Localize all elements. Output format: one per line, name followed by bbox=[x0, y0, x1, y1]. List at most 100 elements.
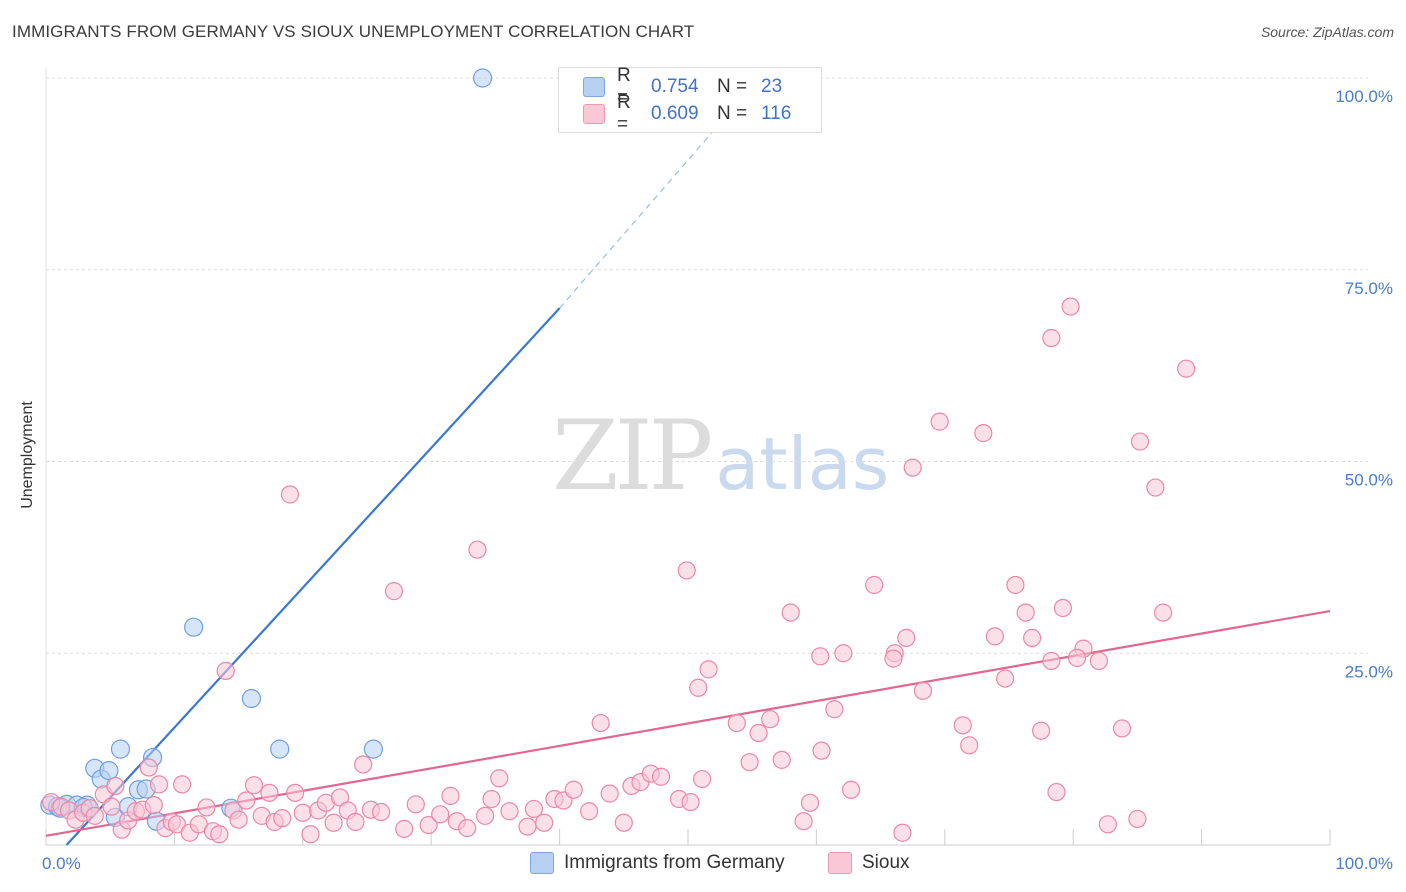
sioux-point bbox=[346, 812, 365, 832]
series-germany bbox=[40, 68, 493, 831]
sioux-point bbox=[1042, 328, 1061, 348]
legend-swatch-germany bbox=[583, 77, 605, 97]
sioux-point bbox=[144, 796, 163, 815]
legend-r-label: R = bbox=[617, 92, 631, 135]
sioux-point bbox=[1112, 719, 1132, 738]
sioux-point bbox=[229, 810, 248, 829]
legend-row-sioux: R = 0.609 N = 116 bbox=[583, 92, 792, 135]
trend-lines bbox=[45, 100, 1331, 846]
sioux-point bbox=[677, 561, 696, 580]
sioux-point bbox=[1130, 432, 1150, 451]
sioux-point bbox=[699, 660, 718, 679]
sioux-point bbox=[825, 700, 844, 719]
sioux-point bbox=[1042, 651, 1061, 671]
sioux-point bbox=[85, 806, 104, 825]
sioux-point bbox=[564, 780, 583, 799]
sioux-point bbox=[260, 783, 279, 802]
watermark-zip: ZIP bbox=[552, 400, 713, 512]
sioux-point bbox=[1128, 809, 1147, 829]
sioux-point bbox=[812, 741, 831, 760]
tick-labels: 25.0% 50.0% 75.0% 100.0% 0.0% 100.0% bbox=[42, 87, 1393, 873]
y-tick-label: 25.0% bbox=[1345, 662, 1393, 681]
sioux-point bbox=[419, 815, 438, 835]
sioux-point bbox=[1098, 815, 1117, 834]
legend-row-germany: R = 0.754 N = 23 bbox=[583, 65, 783, 108]
sioux-point bbox=[210, 825, 229, 844]
sioux-point bbox=[372, 802, 391, 822]
sioux-point bbox=[273, 809, 292, 828]
sioux-point bbox=[591, 713, 610, 733]
chart-title: IMMIGRANTS FROM GERMANY VS SIOUX UNEMPLO… bbox=[12, 22, 695, 41]
sioux-point bbox=[102, 797, 121, 816]
series-legend: Immigrants from Germany Sioux bbox=[0, 852, 1406, 878]
sioux-point bbox=[600, 784, 619, 803]
sioux-point bbox=[1153, 603, 1173, 622]
germany-point bbox=[472, 68, 493, 88]
legend-n-value: 116 bbox=[761, 103, 792, 124]
germany-point bbox=[363, 739, 384, 759]
sioux-point bbox=[1089, 651, 1108, 671]
sioux-point bbox=[431, 805, 450, 824]
sioux-point bbox=[1023, 628, 1042, 648]
legend-r-value: 0.754 bbox=[651, 76, 699, 97]
sioux-point bbox=[865, 575, 884, 595]
legend-n-label: N = bbox=[717, 103, 748, 124]
sioux-point bbox=[996, 669, 1015, 688]
sioux-point bbox=[476, 806, 495, 825]
series-legend-sioux[interactable]: Sioux bbox=[828, 852, 910, 874]
sioux-point bbox=[903, 458, 922, 477]
series-swatch-germany bbox=[530, 852, 554, 874]
x-axis bbox=[45, 68, 1331, 846]
sioux-point bbox=[216, 661, 235, 680]
series-label-germany: Immigrants from Germany bbox=[564, 852, 785, 873]
source-label: Source: ZipAtlas.com bbox=[1260, 24, 1394, 40]
sioux-point bbox=[354, 755, 373, 774]
germany-point bbox=[241, 688, 262, 709]
y-tick-label: 75.0% bbox=[1345, 279, 1393, 298]
sioux-point bbox=[482, 789, 501, 809]
sioux-point bbox=[139, 758, 158, 777]
sioux-point bbox=[913, 681, 933, 700]
legend-n-value: 23 bbox=[761, 76, 783, 97]
series-legend-germany[interactable]: Immigrants from Germany bbox=[530, 852, 785, 874]
sioux-point bbox=[301, 825, 320, 844]
sioux-point bbox=[441, 786, 460, 806]
legend-n-label: N = bbox=[717, 76, 748, 97]
sioux-point bbox=[395, 819, 414, 838]
sioux-point bbox=[490, 769, 509, 788]
sioux-point bbox=[149, 775, 169, 794]
sioux-point bbox=[740, 753, 759, 772]
sioux-point bbox=[173, 775, 192, 794]
germany-point bbox=[270, 739, 290, 759]
correlation-legend: R = 0.754 N = 23 R = 0.609 N = 116 bbox=[558, 65, 822, 135]
sioux-point bbox=[518, 817, 537, 836]
y-tick-label: 50.0% bbox=[1345, 471, 1393, 490]
sioux-point bbox=[167, 815, 187, 834]
legend-r-label: R = bbox=[617, 65, 631, 108]
sioux-point bbox=[1031, 721, 1051, 740]
sioux-point bbox=[727, 713, 746, 733]
sioux-point bbox=[1016, 603, 1035, 622]
sioux-point bbox=[1053, 598, 1073, 618]
sioux-point bbox=[749, 723, 768, 743]
sioux-point bbox=[500, 802, 519, 821]
sioux-point bbox=[1006, 575, 1025, 595]
germany-trend-extension bbox=[559, 100, 740, 309]
sioux-point bbox=[811, 647, 830, 666]
sioux-point bbox=[458, 819, 477, 838]
y-tick-label: 100.0% bbox=[1335, 87, 1393, 106]
sioux-point bbox=[244, 776, 264, 795]
sioux-point bbox=[689, 678, 708, 697]
germany-point bbox=[184, 617, 204, 637]
grid-lines bbox=[46, 77, 1368, 654]
sioux-point bbox=[794, 812, 813, 831]
x-tick-label: 100.0% bbox=[1335, 854, 1393, 873]
sioux-point bbox=[580, 802, 599, 821]
sioux-point bbox=[285, 783, 305, 802]
sioux-point bbox=[761, 710, 780, 729]
sioux-point bbox=[834, 644, 853, 663]
watermark: ZIPatlas bbox=[552, 400, 889, 512]
sioux-point bbox=[280, 485, 300, 504]
sioux-point bbox=[614, 813, 633, 832]
legend-r-value: 0.609 bbox=[651, 103, 699, 124]
